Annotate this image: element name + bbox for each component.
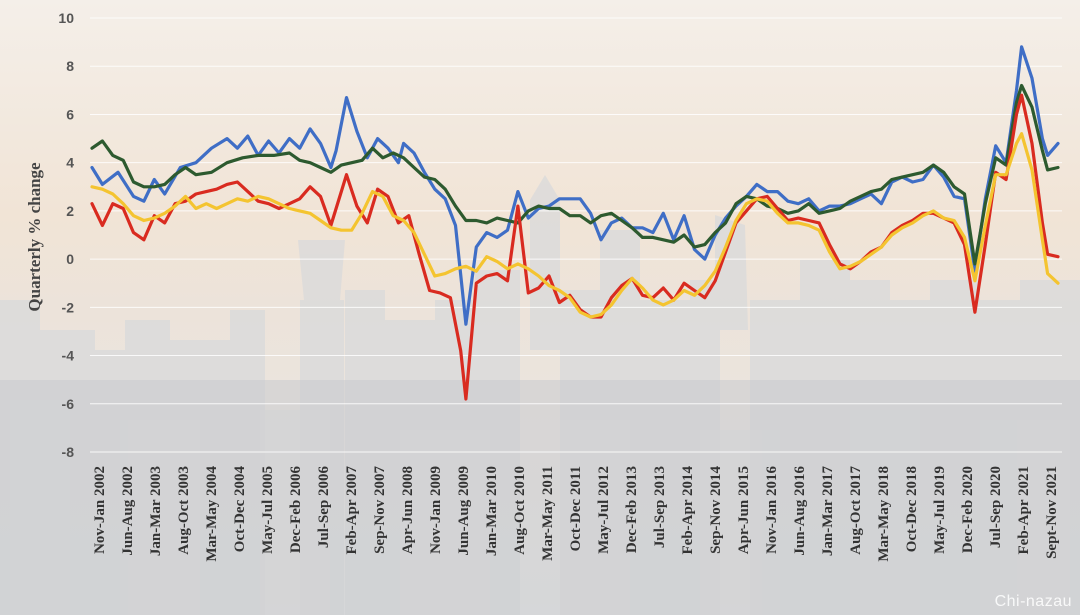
x-tick-label: Feb-Apr 2007: [344, 466, 360, 555]
gridlines: [90, 17, 1062, 453]
x-tick-label: Nov-Jan 2016: [764, 466, 780, 554]
x-tick-label: Feb-Apr 2021: [1016, 466, 1032, 554]
x-tick-label: Jul-Sep 2013: [652, 466, 668, 548]
y-tick-label: 0: [66, 251, 74, 267]
data-series: [90, 45, 1060, 401]
x-tick-label: May-Jul 2019: [932, 466, 948, 554]
x-tick-label: Aug-Oct 2003: [176, 466, 192, 555]
x-axis-tick-labels: Nov-Jan 2002 Jun-Aug 2002 Jan-Mar 2003 Aug-…: [92, 466, 1060, 562]
x-tick-label: Dec-Feb 2020: [960, 466, 976, 553]
x-tick-label: Dec-Feb 2006: [288, 466, 304, 554]
x-tick-label: Jun-Aug 2002: [120, 466, 136, 556]
x-tick-label: Oct-Dec 2011: [568, 466, 584, 551]
x-tick-label: Sept-Nov 2021: [1044, 466, 1060, 559]
x-tick-label: Dec-Feb 2013: [624, 466, 640, 553]
x-tick-label: Aug-Oct 2010: [512, 466, 528, 555]
y-tick-label: -6: [62, 396, 75, 412]
x-tick-label: Jul-Sep 2020: [988, 466, 1004, 548]
x-tick-label: Aug-Oct 2017: [848, 466, 864, 555]
x-tick-label: Oct-Dec 2018: [904, 466, 920, 552]
y-tick-label: -4: [62, 348, 75, 364]
x-tick-label: Jun-Aug 2016: [792, 466, 808, 556]
x-tick-label: Jan-Mar 2003: [148, 466, 164, 556]
watermark: Chi-nazau: [994, 593, 1072, 610]
x-tick-label: May-Jul 2005: [260, 466, 276, 554]
y-tick-label: -2: [62, 299, 75, 315]
x-tick-label: Apr-Jun 2008: [400, 466, 416, 554]
x-tick-label: May-Jul 2012: [596, 466, 612, 554]
y-tick-label: 4: [66, 155, 74, 171]
y-axis-title: Quarterly % change: [25, 162, 44, 312]
x-tick-label: Jul-Sep 2006: [316, 466, 332, 549]
x-tick-label: Sep-Nov 2014: [708, 466, 724, 554]
x-tick-label: Mar-May 2011: [540, 466, 556, 561]
x-tick-label: Jan-Mar 2010: [484, 466, 500, 556]
series-line-4: [90, 132, 1060, 319]
y-tick-label: 8: [66, 58, 74, 74]
x-tick-label: Nov-Jan 2002: [92, 466, 108, 554]
y-tick-label: -8: [62, 444, 75, 460]
y-axis-tick-labels: 10 8 6 4 2 0 -2 -4 -6 -8: [58, 10, 74, 460]
x-tick-label: Jan-Mar 2017: [820, 466, 836, 557]
y-tick-label: 10: [58, 10, 74, 26]
x-tick-label: Mar-May 2004: [204, 466, 220, 562]
x-tick-label: Feb-Apr 2014: [680, 466, 696, 555]
x-tick-label: Sep-Nov 2007: [372, 466, 388, 554]
x-tick-label: Oct-Dec 2004: [232, 466, 248, 553]
x-tick-label: Apr-Jun 2015: [736, 466, 752, 554]
x-tick-label: Mar-May 2018: [876, 466, 892, 562]
y-tick-label: 2: [66, 203, 74, 219]
series-line-2: [90, 83, 1060, 266]
y-tick-label: 6: [66, 106, 74, 122]
x-tick-label: Jun-Aug 2009: [456, 466, 472, 556]
x-tick-label: Nov-Jan 2009: [428, 466, 444, 554]
series-line-1: [90, 45, 1060, 326]
series-line-3: [90, 93, 1060, 401]
